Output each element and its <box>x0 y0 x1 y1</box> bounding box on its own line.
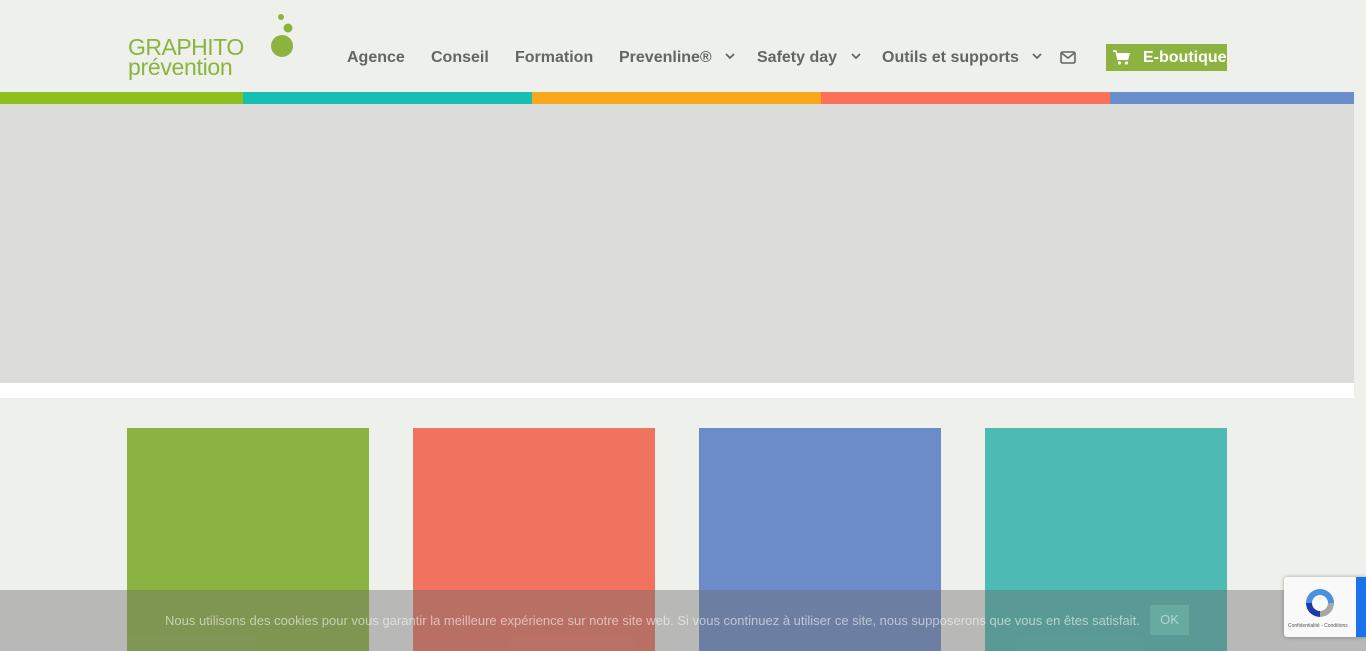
feature-tile-blue[interactable] <box>699 428 941 651</box>
nav-item-formation[interactable]: Formation <box>515 42 593 74</box>
nav-label: Agence <box>347 49 405 66</box>
nav-label: Outils et supports <box>882 49 1019 66</box>
recaptcha-icon <box>1306 589 1334 617</box>
color-stripe <box>0 92 1354 104</box>
section-divider <box>0 383 1354 398</box>
nav-item-safety-day[interactable]: Safety day <box>757 42 861 74</box>
chevron-down-icon <box>725 53 735 60</box>
nav-item-conseil[interactable]: Conseil <box>431 42 489 74</box>
site-header: GRAPHITO prévention Agence Conseil Forma… <box>0 0 1354 92</box>
scrollbar[interactable] <box>1354 0 1366 651</box>
cookie-banner: Nous utilisons des cookies pour vous gar… <box>0 590 1366 651</box>
shopping-cart-icon <box>1113 50 1130 65</box>
nav-item-agence[interactable]: Agence <box>347 42 405 74</box>
stripe-orange <box>532 92 821 104</box>
logo-text-graphito: GRAPHITO <box>128 34 244 60</box>
e-boutique-label: E-boutique <box>1143 49 1227 66</box>
envelope-icon[interactable] <box>1060 51 1076 64</box>
cookie-ok-button[interactable]: OK <box>1150 605 1189 635</box>
nav-item-prevenline[interactable]: Prevenline® <box>619 42 735 74</box>
stripe-green <box>0 92 243 104</box>
stripe-coral <box>821 92 1110 104</box>
recaptcha-links[interactable]: Confidentialité - Conditions <box>1288 623 1348 629</box>
stripe-teal <box>243 92 532 104</box>
logo-text-prevention: prévention <box>128 54 233 80</box>
chevron-down-icon <box>1032 53 1042 60</box>
chevron-down-icon <box>850 53 861 60</box>
graphito-logo[interactable]: GRAPHITO prévention <box>127 12 302 84</box>
nav-label: Conseil <box>431 49 489 66</box>
nav-label: Formation <box>515 49 594 66</box>
nav-label: Safety day <box>757 49 838 66</box>
recaptcha-badge[interactable]: Confidentialité - Conditions <box>1284 577 1366 637</box>
feature-tile-coral[interactable] <box>413 428 655 651</box>
feature-tile-teal[interactable] <box>985 428 1227 651</box>
e-boutique-button[interactable]: E-boutique <box>1106 44 1227 71</box>
bubbles-icon <box>271 14 293 57</box>
nav-item-outils-et-supports[interactable]: Outils et supports <box>882 42 1042 74</box>
stripe-blue <box>1110 92 1354 104</box>
recaptcha-tab <box>1356 577 1366 637</box>
hero-banner <box>0 104 1354 383</box>
nav-label: Prevenline® <box>619 49 712 66</box>
feature-tile-green[interactable] <box>127 428 369 651</box>
cookie-message: Nous utilisons des cookies pour vous gar… <box>165 613 1140 628</box>
